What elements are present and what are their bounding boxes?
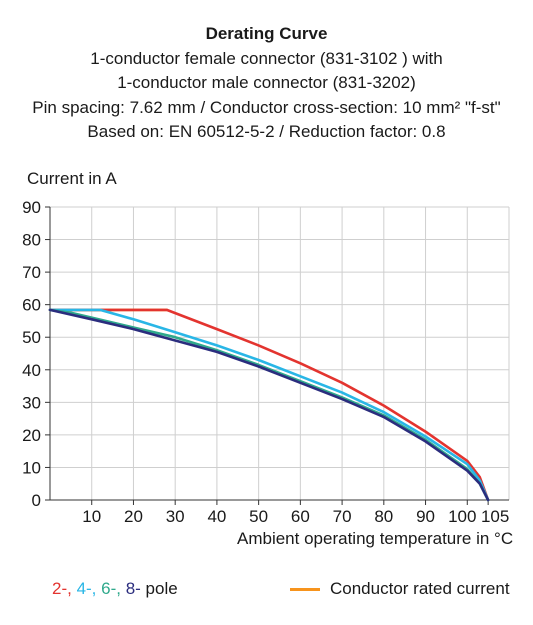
series-line-2 [48, 308, 490, 502]
x-tick-label: 105 [481, 507, 509, 526]
series-line-6 [48, 308, 490, 502]
y-tick-label: 80 [22, 231, 41, 250]
chart-title: Derating Curve [205, 24, 328, 43]
x-tick-label: 60 [291, 507, 310, 526]
y-tick-label: 70 [22, 263, 41, 282]
chart-titles: Derating Curve 1-conductor female connec… [0, 22, 533, 145]
series-line-8 [48, 308, 490, 502]
x-tick-label: 30 [166, 507, 185, 526]
y-tick-label: 50 [22, 328, 41, 347]
legend-rated-current: Conductor rated current [290, 579, 510, 599]
x-tick-label: 100 [448, 507, 476, 526]
chart-subtitle-2: 1-conductor male connector (831-3202) [117, 73, 416, 92]
legend-pole-part: 4-, [76, 579, 102, 598]
y-tick-label: 30 [22, 393, 41, 412]
y-tick-label: 10 [22, 458, 41, 477]
legend-rated-current-line [290, 587, 320, 591]
y-tick-label: 40 [22, 361, 41, 380]
x-tick-label: 90 [416, 507, 435, 526]
y-tick-label: 0 [32, 491, 41, 510]
x-axis-label: Ambient operating temperature in °C [237, 529, 514, 548]
y-tick-label: 60 [22, 296, 41, 315]
x-tick-label: 20 [124, 507, 143, 526]
y-tick-label: 20 [22, 426, 41, 445]
legend-poles: 2-, 4-, 6-, 8- pole [52, 579, 178, 599]
legend-pole-part: pole [140, 579, 178, 598]
chart-subtitle-3: Pin spacing: 7.62 mm / Conductor cross-s… [32, 97, 501, 117]
x-tick-label: 10 [82, 507, 101, 526]
x-tick-label: 70 [333, 507, 352, 526]
y-tick-label: 90 [22, 198, 41, 217]
y-axis-label: Current in A [27, 169, 117, 188]
x-tick-label: 40 [207, 507, 226, 526]
legend-pole-part: 8- [125, 579, 141, 598]
legend-pole-part: 6-, [101, 579, 126, 598]
x-tick-label: 50 [249, 507, 268, 526]
x-tick-label: 80 [374, 507, 393, 526]
legend-rated-current-label: Conductor rated current [330, 579, 510, 598]
chart-subtitle-1: 1-conductor female connector (831-3102 )… [90, 48, 443, 68]
legend-pole-part: 2-, [52, 579, 77, 598]
chart-subtitle-4: Based on: EN 60512-5-2 / Reduction facto… [87, 122, 446, 141]
series-line-4 [48, 308, 490, 502]
